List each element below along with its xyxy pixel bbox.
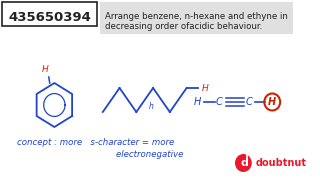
Text: H: H (268, 97, 276, 107)
Circle shape (235, 154, 252, 172)
Text: C: C (216, 97, 222, 107)
Text: d: d (240, 158, 248, 168)
Text: h: h (149, 102, 154, 111)
FancyBboxPatch shape (100, 2, 293, 34)
Text: C: C (245, 97, 252, 107)
Text: H: H (202, 84, 208, 93)
Text: electronegative: electronegative (17, 150, 183, 159)
FancyBboxPatch shape (2, 2, 97, 26)
Text: concept : more   s-character = more: concept : more s-character = more (17, 138, 174, 147)
Text: Arrange benzene, n-hexane and ethyne in
decreasing order ofacidic behaviour.: Arrange benzene, n-hexane and ethyne in … (105, 12, 288, 31)
Text: 435650394: 435650394 (8, 10, 91, 24)
Text: H: H (42, 64, 48, 73)
Text: doubtnut: doubtnut (255, 158, 307, 168)
Text: H: H (194, 97, 202, 107)
